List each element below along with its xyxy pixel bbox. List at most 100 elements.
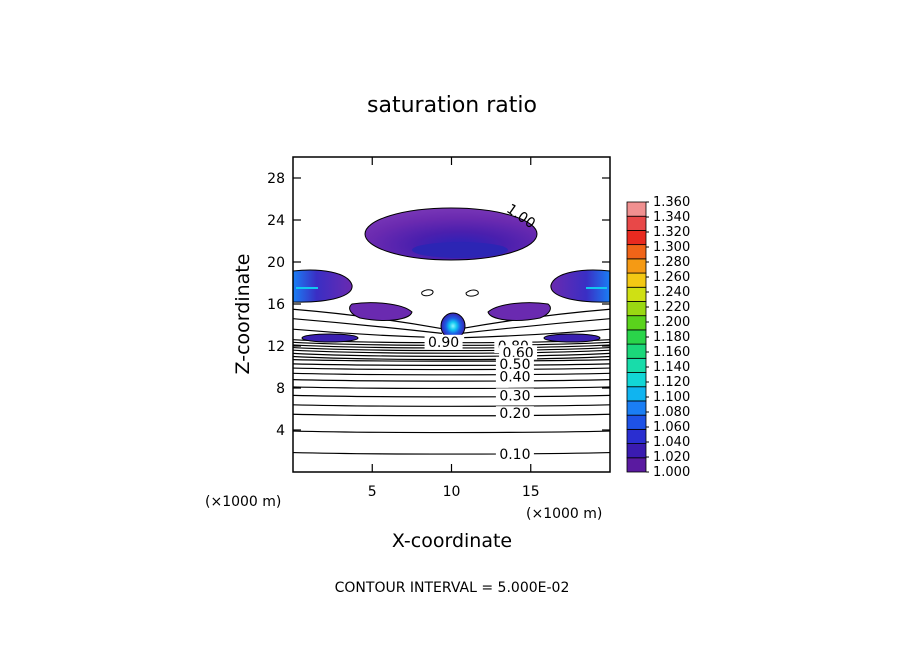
x-tick-label: 5 <box>368 484 377 500</box>
contour-label: 0.40 <box>499 369 530 385</box>
y-tick-label: 12 <box>267 339 285 355</box>
lower-right-band <box>543 333 601 343</box>
colorbar-label: 1.260 <box>653 270 690 285</box>
contour-label-bg <box>495 447 534 462</box>
contour-label: 0.20 <box>499 406 530 422</box>
chart-title: saturation ratio <box>367 93 537 118</box>
contour-line <box>293 355 610 361</box>
z-unit-label: (×1000 m) <box>526 506 602 522</box>
colorbar-swatch <box>626 315 647 331</box>
contour-label: 0.10 <box>499 447 530 463</box>
contour-label-bg <box>499 345 538 360</box>
contour-line <box>293 379 610 382</box>
x-tick-label: 15 <box>522 484 540 500</box>
left-wing-region <box>349 302 413 321</box>
colorbar-label: 1.060 <box>653 420 690 435</box>
contour-line <box>293 430 610 434</box>
contour-line <box>293 413 610 417</box>
contour-labels: 1.000.900.800.600.500.400.300.200.10 <box>424 201 538 463</box>
contour-line <box>293 451 610 455</box>
upper-cloud-core <box>412 242 508 258</box>
small-contour-1 <box>421 289 434 297</box>
saturation-field: 1.000.900.800.600.500.400.300.200.10 <box>293 201 610 463</box>
contour-line <box>293 363 610 366</box>
right-wing-region <box>487 302 551 321</box>
contour-label-bg <box>495 369 534 384</box>
contour-line <box>293 318 443 334</box>
contour-label-bg <box>495 406 534 421</box>
contour-label-bg <box>495 388 534 403</box>
colorbar-label: 1.360 <box>653 195 690 210</box>
contour-line <box>293 349 610 354</box>
colorbar-swatch <box>626 457 647 473</box>
colorbar-label: 1.300 <box>653 240 690 255</box>
contour-interval-note: CONTOUR INTERVAL = 5.000E-02 <box>335 580 570 596</box>
colorbar-swatch <box>626 357 647 373</box>
colorbar-label: 1.120 <box>653 375 690 390</box>
colorbar-label: 1.200 <box>653 315 690 330</box>
colorbar-label: 1.100 <box>653 390 690 405</box>
contour-line <box>293 359 610 362</box>
contour-label: 0.90 <box>428 335 459 351</box>
y-tick-label: 8 <box>276 381 285 397</box>
colorbar-swatch <box>626 258 647 274</box>
y-axis-label: Z-coordinate <box>232 254 254 375</box>
colorbar-label: 1.040 <box>653 435 690 450</box>
y-tick-label: 20 <box>267 255 285 271</box>
right-cloud-region <box>550 269 610 303</box>
colorbar-swatch <box>626 286 647 302</box>
contour-line <box>293 352 610 357</box>
y-tick-label: 24 <box>267 213 285 229</box>
contour-line <box>464 328 610 339</box>
colorbar-label: 1.240 <box>653 285 690 300</box>
contour-line <box>460 318 610 334</box>
colorbar-swatch <box>626 301 647 317</box>
colorbar-label: 1.340 <box>653 210 690 225</box>
colorbar-swatch <box>626 329 647 345</box>
contour-line <box>293 404 610 407</box>
contour-line <box>293 346 610 352</box>
contour-label-bg <box>495 356 534 371</box>
colorbar-swatch <box>626 201 647 217</box>
colorbar-swatch <box>626 443 647 459</box>
contour-line <box>293 367 610 371</box>
contour-line <box>293 372 610 376</box>
colorbar-label: 1.220 <box>653 300 690 315</box>
left-cloud-region <box>293 269 353 303</box>
colorbar-swatch <box>626 272 647 288</box>
colorbar: 1.0001.0201.0401.0601.0801.1001.1201.140… <box>626 195 690 480</box>
colorbar-label: 1.180 <box>653 330 690 345</box>
colorbar-swatch <box>626 414 647 430</box>
contour-line <box>293 386 610 390</box>
colorbar-label: 1.140 <box>653 360 690 375</box>
small-contour-2 <box>465 289 479 297</box>
contour-line <box>293 328 439 339</box>
colorbar-label: 1.000 <box>653 465 690 480</box>
colorbar-swatch <box>626 428 647 444</box>
lower-left-band <box>301 333 359 343</box>
colorbar-swatch <box>626 230 647 246</box>
colorbar-label: 1.160 <box>653 345 690 360</box>
axis-ticks: 5 10 15 4 8 12 16 20 24 28 <box>267 157 610 500</box>
contour-label-bg <box>424 334 463 349</box>
colorbar-swatch <box>626 400 647 416</box>
x-axis-label: X-coordinate <box>392 530 512 552</box>
colorbar-label: 1.080 <box>653 405 690 420</box>
colorbar-swatch <box>626 372 647 388</box>
contour-line <box>293 394 610 398</box>
y-tick-label: 16 <box>267 297 285 313</box>
y-tick-label: 4 <box>276 423 285 439</box>
colorbar-swatch <box>626 215 647 231</box>
contour-label: 0.30 <box>499 388 530 404</box>
y-tick-label: 28 <box>267 171 285 187</box>
x-unit-label: (×1000 m) <box>205 494 281 510</box>
contour-label: 0.50 <box>499 357 530 373</box>
colorbar-label: 1.280 <box>653 255 690 270</box>
x-tick-label: 10 <box>443 484 461 500</box>
colorbar-label: 1.020 <box>653 450 690 465</box>
colorbar-swatch <box>626 386 647 402</box>
colorbar-swatch <box>626 343 647 359</box>
colorbar-swatch <box>626 244 647 260</box>
colorbar-label: 1.320 <box>653 225 690 240</box>
